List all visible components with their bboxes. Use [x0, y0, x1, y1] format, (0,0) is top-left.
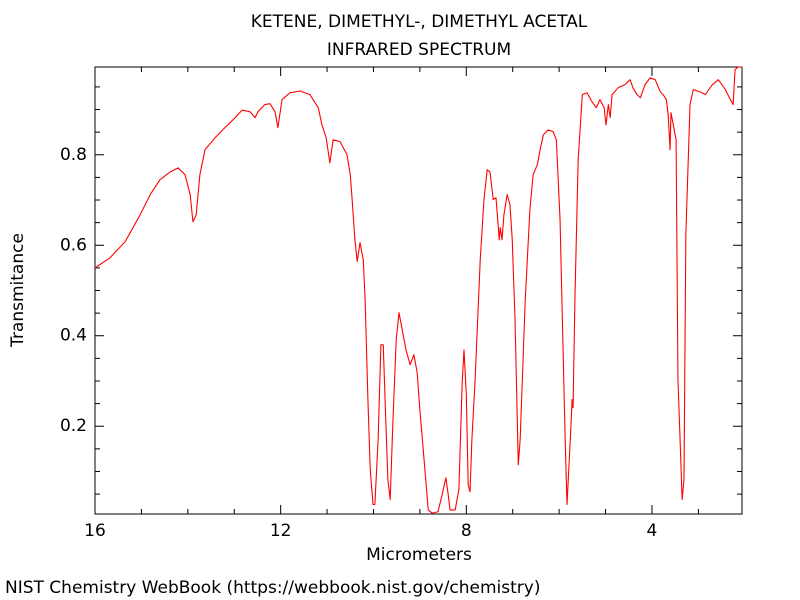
- x-axis-label: Micrometers: [366, 545, 472, 565]
- x-tick-label: 12: [270, 521, 292, 541]
- footer: NIST Chemistry WebBook (https://webbook.…: [5, 578, 540, 598]
- x-tick-label: 4: [647, 521, 658, 541]
- x-tick-label: 8: [461, 521, 472, 541]
- x-tick-label: 16: [84, 521, 106, 541]
- plot-frame: [94, 66, 743, 515]
- chart-title: KETENE, DIMETHYL-, DIMETHYL ACETAL: [251, 12, 588, 32]
- y-tick-label: 0.2: [60, 416, 87, 436]
- spectrum-line: [94, 66, 742, 514]
- chart-subtitle: INFRARED SPECTRUM: [327, 40, 511, 60]
- y-tick-label: 0.6: [60, 235, 87, 255]
- y-axis-label: Transmitance: [8, 233, 28, 348]
- y-tick-label: 0.8: [60, 145, 87, 165]
- y-tick-label: 0.4: [60, 326, 87, 346]
